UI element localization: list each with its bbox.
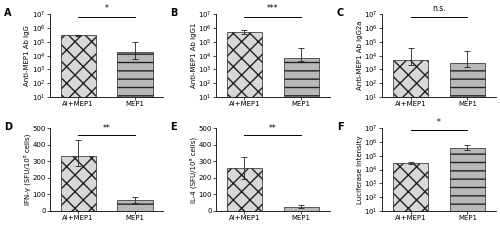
Y-axis label: Anti-MEP1 Ab IgG: Anti-MEP1 Ab IgG <box>24 25 30 86</box>
Text: A: A <box>4 8 12 18</box>
Bar <box>284 58 319 225</box>
Bar <box>227 168 262 211</box>
Text: C: C <box>336 8 344 18</box>
Text: F: F <box>336 122 344 132</box>
Y-axis label: Anti-MEP1 Ab IgG1: Anti-MEP1 Ab IgG1 <box>190 23 196 88</box>
Text: D: D <box>4 122 12 132</box>
Y-axis label: IFN-γ (SFU/10⁶ cells): IFN-γ (SFU/10⁶ cells) <box>23 134 30 205</box>
Text: B: B <box>170 8 178 18</box>
Y-axis label: Anti-MEP1 Ab IgG2a: Anti-MEP1 Ab IgG2a <box>357 21 363 90</box>
Bar <box>227 32 262 225</box>
Text: **: ** <box>102 124 110 133</box>
Bar <box>60 156 96 211</box>
Text: ***: *** <box>267 4 278 13</box>
Y-axis label: Luciferase Intensity: Luciferase Intensity <box>357 135 363 204</box>
Text: **: ** <box>269 124 276 133</box>
Bar <box>118 200 152 211</box>
Text: n.s.: n.s. <box>432 4 446 13</box>
Text: *: * <box>437 118 441 127</box>
Bar <box>450 63 485 225</box>
Text: *: * <box>104 4 108 13</box>
Bar <box>393 60 428 225</box>
Bar <box>450 148 485 225</box>
Text: E: E <box>170 122 177 132</box>
Y-axis label: IL-4 (SFU/10⁶ cells): IL-4 (SFU/10⁶ cells) <box>190 136 197 202</box>
Bar <box>60 35 96 225</box>
Bar <box>118 52 152 225</box>
Bar <box>393 163 428 225</box>
Bar <box>284 207 319 211</box>
